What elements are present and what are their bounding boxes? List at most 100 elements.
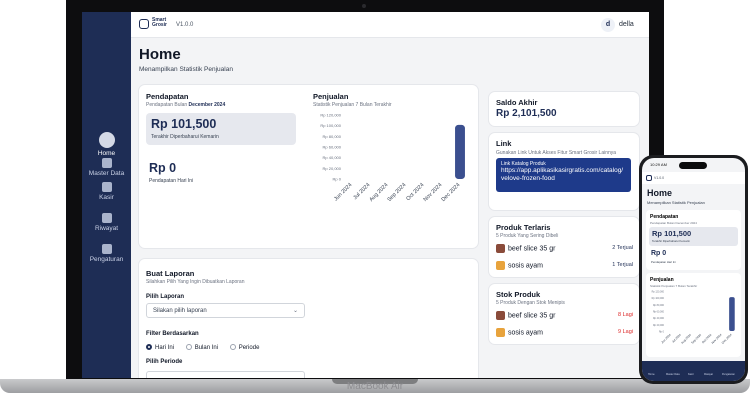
catalog-link-label: Link Katalog Produk [501, 161, 546, 167]
report-select[interactable]: Silakan pilih laporan ⌄ [146, 303, 305, 318]
pendapatan-amount: Rp 101,500 [151, 117, 217, 131]
list-item: sosis ayam 9 Lagi [496, 328, 633, 337]
phone-pendapatan-card: Pendapatan Pendapatan Bulan December 202… [646, 210, 741, 270]
y-tick-label: Rp 20,000 [323, 166, 342, 171]
y-tick-label: Rp 40,000 [653, 317, 665, 320]
phone-page-subtitle: Menampilkan Statistik Penjualan [647, 200, 705, 205]
y-tick-label: Rp 80,000 [653, 304, 665, 307]
pendapatan-amount-caption: Terakhir Diperbaharui Kemarin [151, 134, 219, 140]
catalog-link[interactable]: Link Katalog Produk https://app.aplikasi… [496, 158, 631, 192]
link-title: Link [496, 139, 512, 148]
phone-version: V1.0.0 [654, 176, 665, 180]
page-subtitle: Menampilkan Statistik Penjualan [139, 66, 233, 73]
penjualan-title: Penjualan [313, 92, 349, 101]
periode-input[interactable] [146, 371, 305, 378]
phone-page-title: Home [647, 188, 673, 198]
y-tick-label: Rp 100,000 [652, 297, 665, 300]
pendapatan-today-amount: Rp 0 [149, 161, 177, 175]
pendapatan-subtitle-prefix: Pendapatan Bulan [146, 102, 188, 108]
app-window: Home Master Data Kasir Riwayat Pengatura… [82, 12, 649, 378]
y-tick-label: Rp 60,000 [653, 311, 665, 314]
sales-chart: Rp 120,000 Rp 100,000 Rp 80,000 Rp 60,000 Rp… [320, 113, 465, 203]
sosis-thumbnail [496, 328, 505, 337]
phone-penjualan-card: Penjualan Statistik Penjualan 7 Bulan Te… [646, 273, 741, 357]
x-tick-label: Dec 2024 [441, 182, 462, 203]
radio-hari-ini[interactable]: Hari Ini [146, 344, 174, 351]
phone-today-caption: Pendapatan Hari Ini [651, 260, 676, 264]
phone-penjualan-title: Penjualan [650, 277, 674, 283]
report-subtitle: Silahkan Pilih Yang Ingin Dibuatkan Lapo… [146, 279, 245, 285]
sidebar-item-riwayat[interactable]: Riwayat [82, 213, 131, 232]
sidebar-item-kasir[interactable]: Kasir [82, 182, 131, 201]
phone-nav-kasir[interactable]: Kasir [688, 373, 694, 376]
report-select-value: Silakan pilih laporan [153, 308, 207, 314]
phone-nav-master-data[interactable]: Master Data [666, 373, 680, 376]
pendapatan-main-box: Rp 101,500 Terakhir Diperbaharui Kemarin [146, 113, 296, 145]
y-tick-label: Rp 0 [333, 177, 342, 182]
x-tick-label: Sep 2024 [690, 333, 702, 345]
x-tick-label: Dec 2024 [721, 333, 733, 345]
phone-pendapatan-caption: Terakhir Diperbaharui Kemarin [652, 239, 690, 243]
device-brand-label: MacBook Air [346, 381, 404, 392]
radio-selected-icon [146, 344, 152, 350]
list-item: beef slice 35 gr 8 Lagi [496, 311, 633, 320]
phone-bottom-nav: Home Master Data Kasir Riwayat Pengatura… [642, 361, 745, 381]
phone-topbar: V1.0.0 [642, 172, 745, 184]
chart-bar[interactable] [729, 297, 735, 331]
report-card: Buat Laporan Silahkan Pilih Yang Ingin D… [139, 259, 478, 378]
beef-thumbnail [496, 244, 505, 253]
home-icon [98, 132, 115, 148]
x-tick-label: Jun 2024 [660, 333, 672, 345]
radio-periode[interactable]: Periode [229, 344, 260, 351]
chart-bar[interactable] [455, 124, 465, 179]
item-name: sosis ayam [508, 262, 544, 270]
radio-label: Bulan Ini [194, 344, 219, 351]
link-card: Link Gunakan Link Untuk Akses Fitur Smar… [489, 133, 639, 210]
dynamic-island [679, 162, 707, 169]
filter-radio-group: Hari Ini Bulan Ini Periode [146, 344, 269, 351]
saldo-card: Saldo Akhir Rp 2,101,500 [489, 92, 639, 126]
sidebar-item-home[interactable]: Home [82, 132, 131, 157]
camera-dot [362, 4, 366, 8]
cube-icon [101, 158, 112, 168]
y-tick-label: Rp 0 [659, 331, 665, 334]
radio-bulan-ini[interactable]: Bulan Ini [185, 344, 219, 351]
phone-screen: 10:29 AM V1.0.0 Home Menampilkan Statist… [642, 158, 745, 381]
sidebar-item-master-data[interactable]: Master Data [82, 158, 131, 177]
pendapatan-title: Pendapatan [146, 92, 189, 101]
item-value: 9 Lagi [618, 329, 633, 335]
stok-title: Stok Produk [496, 290, 541, 299]
list-icon [101, 213, 112, 223]
sidebar-item-label: Pengaturan [89, 256, 124, 263]
phone-nav-riwayat[interactable]: Riwayat [704, 373, 713, 376]
sidebar-item-label: Home [97, 150, 116, 157]
x-tick-label: Sep 2024 [387, 182, 408, 203]
phone-pendapatan-subtitle: Pendapatan Bulan December 2024 [650, 221, 697, 225]
laptop-base [0, 379, 750, 393]
list-item: beef slice 35 gr 2 Terjual [496, 244, 633, 253]
topbar: Smart Grosir V1.0.0 d della [131, 12, 649, 38]
report-title: Buat Laporan [146, 269, 195, 278]
sidebar-item-pengaturan[interactable]: Pengaturan [82, 244, 131, 263]
beef-thumbnail [496, 311, 505, 320]
logo-icon [646, 175, 652, 181]
avatar[interactable]: d [601, 18, 615, 32]
phone-nav-home[interactable]: Home [648, 373, 655, 376]
laptop-notch [332, 379, 418, 384]
version-label: V1.0.0 [176, 22, 194, 28]
phone-nav-pengaturan[interactable]: Pengaturan [722, 373, 735, 376]
user-name[interactable]: della [619, 21, 634, 28]
item-name: beef slice 35 gr [508, 245, 556, 253]
calculator-icon [101, 182, 112, 192]
phone-pendapatan-title: Pendapatan [650, 214, 679, 220]
terlaris-subtitle: 5 Produk Yang Sering Dibeli [496, 233, 559, 239]
pendapatan-today-caption: Pendapatan Hari Ini [149, 178, 194, 184]
catalog-link-url: https://app.aplikasikasirgratis.com/cata… [501, 167, 624, 182]
sosis-thumbnail [496, 261, 505, 270]
radio-label: Periode [238, 344, 260, 351]
saldo-title: Saldo Akhir [496, 98, 538, 107]
stats-card: Pendapatan Pendapatan Bulan December 202… [139, 85, 478, 248]
item-value: 1 Terjual [612, 262, 633, 268]
radio-icon [185, 344, 192, 350]
